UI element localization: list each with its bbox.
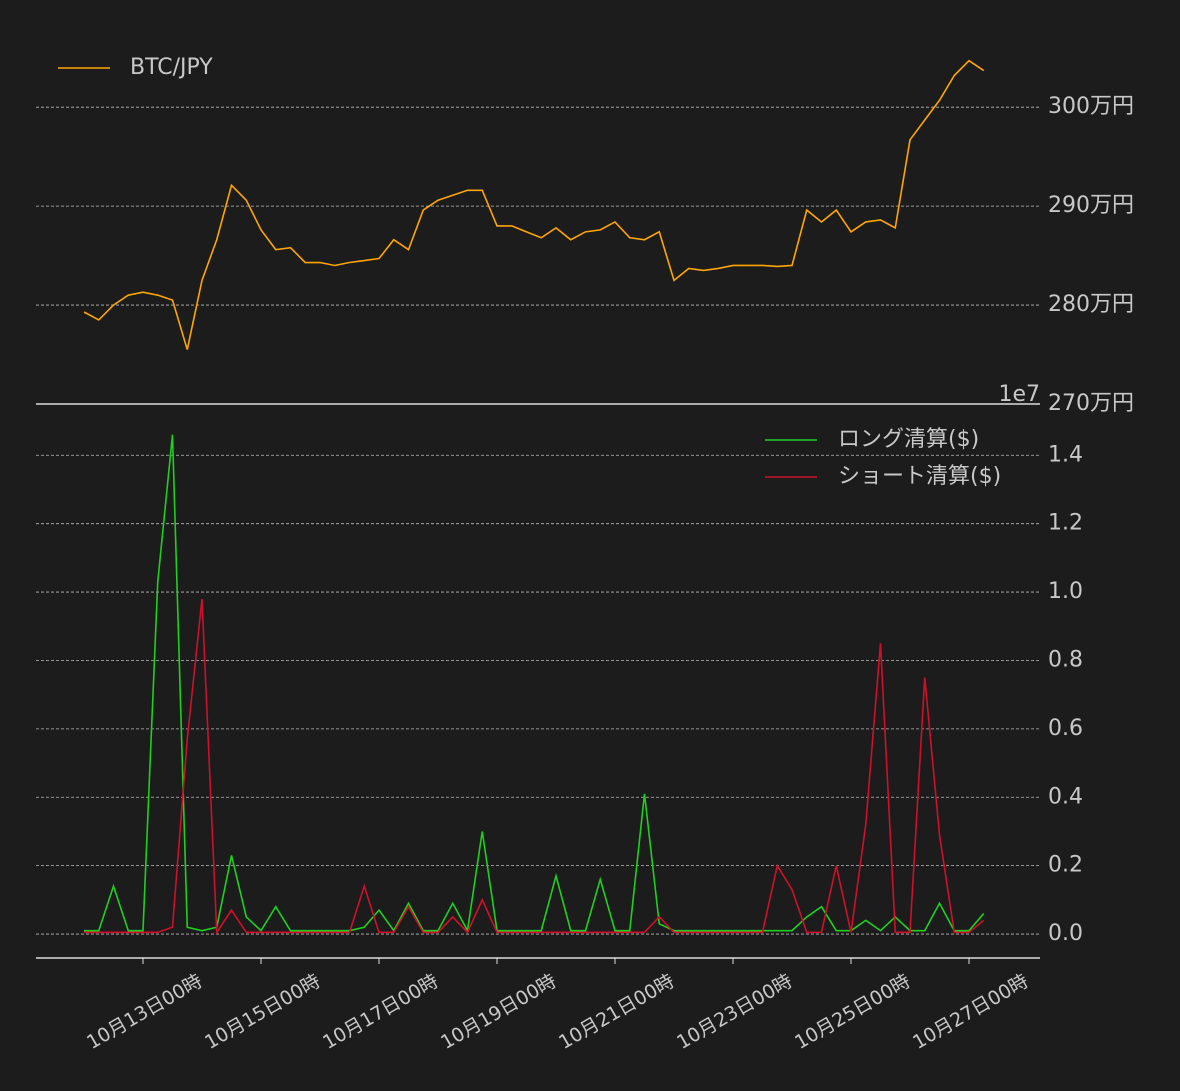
data-line (83, 59, 985, 350)
y-tick-label: 0.6 (1048, 716, 1083, 741)
y-tick-label: 0.2 (1048, 853, 1083, 878)
y-tick-label: 1.4 (1048, 442, 1083, 467)
x-tick-label: 10月13日00時 (83, 970, 206, 1054)
y-tick-label: 280万円 (1048, 292, 1134, 317)
data-line (84, 598, 985, 935)
x-tick-label: 10月15日00時 (201, 970, 324, 1054)
y-tick-label: 0.4 (1048, 784, 1083, 809)
x-tick-label: 10月23日00時 (673, 970, 796, 1054)
y-tick-label: 0.0 (1048, 921, 1083, 946)
x-tick-label: 10月17日00時 (319, 970, 442, 1054)
y-tick-label: 1.0 (1048, 579, 1083, 604)
data-line (84, 434, 985, 934)
y-tick-label: 300万円 (1048, 94, 1134, 119)
x-tick-label: 10月19日00時 (437, 970, 560, 1054)
x-tick-label: 10月21日00時 (555, 970, 678, 1054)
x-tick-label: 10月27日00時 (909, 970, 1032, 1054)
legend-label: ロング清算($) (838, 427, 979, 452)
legend-label: ショート清算($) (838, 464, 1001, 489)
y-tick-label: 270万円 (1048, 391, 1134, 416)
y-tick-label: 1.2 (1048, 511, 1083, 536)
y-tick-label: 0.8 (1048, 647, 1083, 672)
y-offset-label: 1e7 (998, 382, 1040, 407)
y-tick-label: 290万円 (1048, 193, 1134, 218)
legend-label: BTC/JPY (130, 55, 213, 80)
x-tick-label: 10月25日00時 (791, 970, 914, 1054)
